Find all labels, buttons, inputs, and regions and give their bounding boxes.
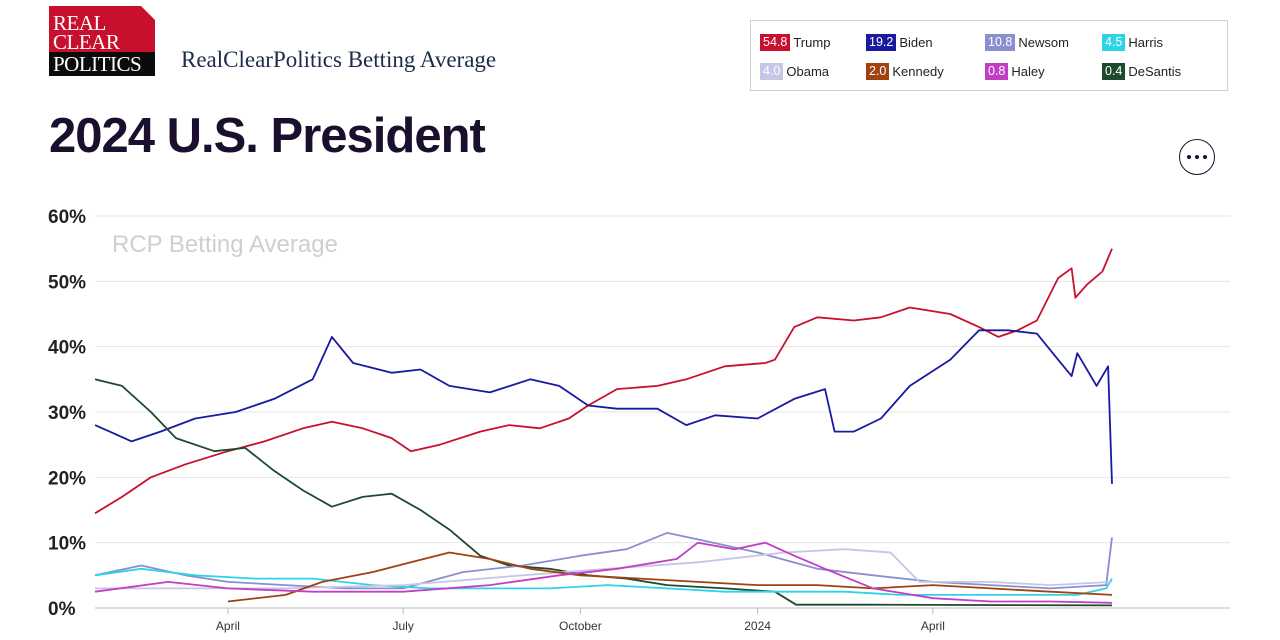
x-tick-label: 2024 (744, 619, 771, 633)
legend-label: Trump (793, 35, 831, 50)
y-tick-label: 10% (48, 534, 86, 555)
logo-line-clear: CLEAR (53, 30, 120, 54)
series-line-trump (94, 248, 1113, 515)
x-tick-label: July (393, 619, 414, 633)
series-line-desantis (94, 378, 1113, 607)
chart-legend: 54.8 Trump 19.2 Biden 10.8 Newsom 4.5 Ha… (750, 20, 1228, 91)
series-line-haley (94, 541, 1113, 604)
legend-value: 4.5 (1102, 34, 1126, 51)
legend-label: Kennedy (892, 64, 944, 79)
x-tick-label: October (559, 619, 602, 633)
legend-label: Harris (1128, 35, 1164, 50)
x-tick-label: April (216, 619, 240, 633)
legend-value: 10.8 (985, 34, 1016, 51)
legend-item-haley[interactable]: 0.8 Haley (985, 63, 1045, 80)
dot-icon (1195, 155, 1199, 159)
series-line-newsom (94, 532, 1113, 590)
legend-item-harris[interactable]: 4.5 Harris (1102, 34, 1163, 51)
y-tick-label: 0% (48, 599, 76, 620)
dot-icon (1203, 155, 1207, 159)
legend-label: DeSantis (1128, 64, 1182, 79)
dot-icon (1187, 155, 1191, 159)
legend-item-kennedy[interactable]: 2.0 Kennedy (866, 63, 944, 80)
legend-label: Haley (1011, 64, 1045, 79)
y-tick-label: 40% (48, 338, 86, 359)
legend-item-newsom[interactable]: 10.8 Newsom (985, 34, 1069, 51)
logo-line-real: REAL (53, 11, 106, 35)
legend-label: Obama (786, 64, 830, 79)
x-tick-label: April (921, 619, 945, 633)
series-line-harris (94, 567, 1113, 596)
legend-label: Newsom (1018, 35, 1069, 50)
legend-label: Biden (899, 35, 933, 50)
legend-item-desantis[interactable]: 0.4 DeSantis (1102, 63, 1181, 80)
series-line-kennedy (227, 551, 1113, 603)
legend-item-obama[interactable]: 4.0 Obama (760, 63, 829, 80)
legend-value: 2.0 (866, 63, 890, 80)
chart-watermark: RCP Betting Average (112, 231, 338, 258)
legend-value: 4.0 (760, 63, 784, 80)
rcp-logo[interactable]: REAL CLEAR POLITICS (49, 6, 155, 76)
series-line-biden (94, 329, 1113, 484)
page-subtitle: RealClearPolitics Betting Average (181, 47, 497, 72)
legend-value: 0.8 (985, 63, 1009, 80)
legend-item-biden[interactable]: 19.2 Biden (866, 34, 933, 51)
page-title: 2024 U.S. President (49, 109, 486, 163)
y-tick-label: 30% (48, 403, 86, 424)
legend-value: 54.8 (760, 34, 791, 51)
logo-corner-fold (141, 6, 155, 20)
y-tick-label: 50% (48, 272, 86, 293)
logo-line-politics: POLITICS (49, 52, 155, 76)
legend-item-trump[interactable]: 54.8 Trump (760, 34, 830, 51)
betting-average-chart[interactable]: 0% 10% 20% 30% 40% 50% 60% April July October 2024… (0, 195, 1280, 640)
y-tick-label: 60% (48, 207, 86, 228)
legend-value: 0.4 (1102, 63, 1126, 80)
y-tick-label: 20% (48, 468, 86, 489)
more-options-button[interactable] (1179, 139, 1215, 175)
legend-value: 19.2 (866, 34, 897, 51)
